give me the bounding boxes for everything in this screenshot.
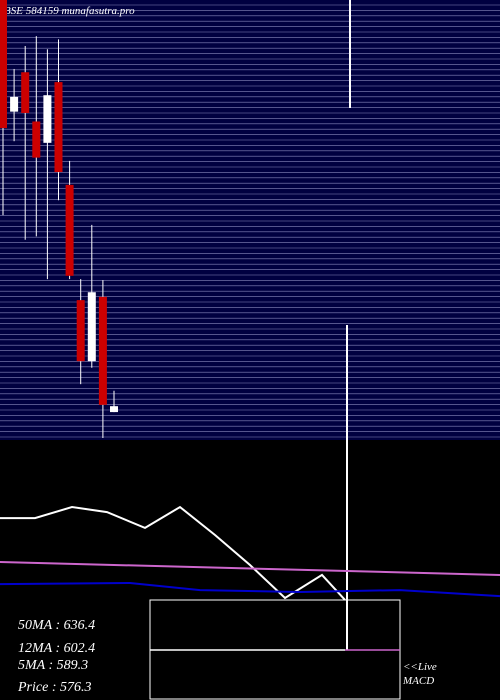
stat: 5MA : 589.3 xyxy=(18,658,88,673)
candle-body xyxy=(10,96,19,112)
candle-body xyxy=(65,184,74,276)
price-panel xyxy=(0,0,500,440)
candle-body xyxy=(21,72,30,113)
indicator-line xyxy=(0,561,500,576)
grid xyxy=(0,4,500,438)
stat: Price : 576.3 xyxy=(17,680,91,695)
stat: 12MA : 602.4 xyxy=(18,641,95,656)
candle-body xyxy=(76,300,85,362)
indicator-line xyxy=(0,581,500,598)
candle-body xyxy=(43,95,52,143)
chart-title: BSE 584159 munafasutra.pro xyxy=(4,5,135,17)
candle-body xyxy=(32,121,41,158)
macd-label: MACD xyxy=(402,675,434,687)
live-link[interactable]: <<Live xyxy=(403,661,437,673)
candle-body xyxy=(54,82,63,173)
candle-body xyxy=(98,296,107,405)
indicator-line xyxy=(0,505,346,601)
candle-body xyxy=(110,406,118,413)
candle-body xyxy=(0,0,7,129)
candle-body xyxy=(87,292,96,362)
stat: 50MA : 636.4 xyxy=(18,618,95,633)
